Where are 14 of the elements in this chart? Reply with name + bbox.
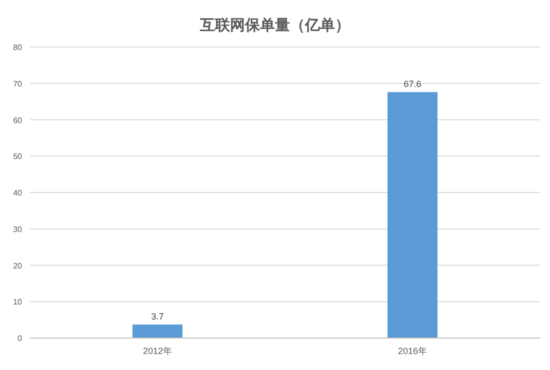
y-tick-label: 80	[13, 43, 23, 52]
x-tick-label: 2012年	[142, 346, 172, 356]
data-label: 67.6	[404, 79, 422, 90]
chart-title: 互联网保单量（亿单）	[199, 17, 350, 34]
y-tick-label: 60	[13, 116, 23, 125]
y-tick-label: 10	[13, 298, 23, 307]
data-label: 3.7	[151, 312, 164, 322]
y-tick-label: 40	[13, 188, 23, 198]
x-tick-label: 2016年	[398, 346, 428, 356]
y-tick-label: 20	[13, 261, 23, 270]
y-tick-label: 70	[13, 79, 23, 88]
y-tick-label: 0	[18, 334, 23, 343]
y-tick-label: 50	[13, 152, 23, 162]
y-tick-label: 30	[13, 224, 23, 234]
